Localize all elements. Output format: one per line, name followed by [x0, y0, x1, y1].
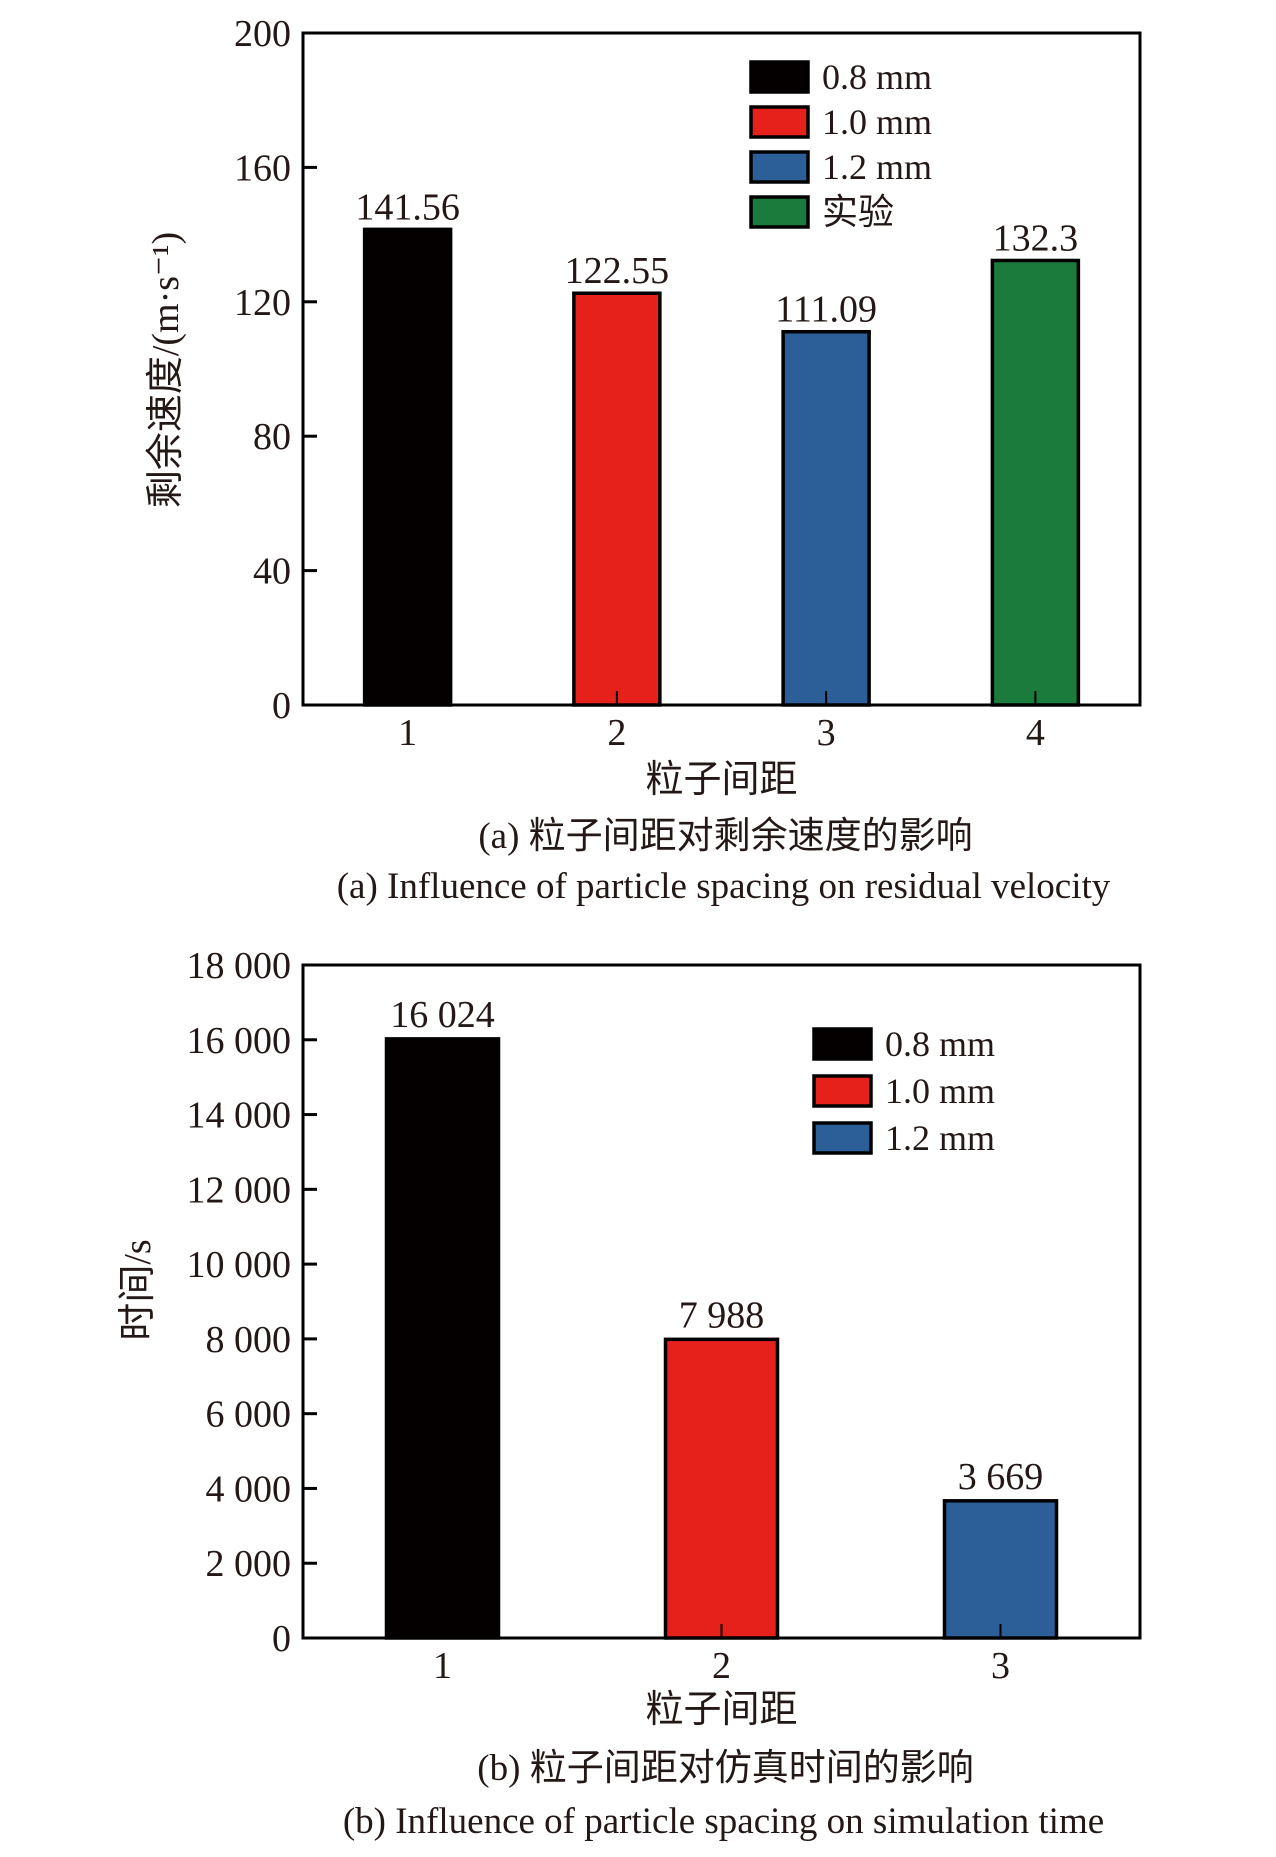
- chart-b-x-tick-label: 1: [433, 1645, 452, 1687]
- chart-a-bars: 141.56 122.55 111.09 132.3: [355, 186, 1081, 707]
- chart-a-legend-swatch: [749, 60, 810, 94]
- chart-a-x-tick-label: 4: [1026, 712, 1045, 754]
- chart-a-x-tick-label: 1: [398, 712, 417, 754]
- chart-a-y-tick-label: 120: [234, 282, 291, 324]
- chart-b-bars: 16 024 7 988 3 669: [384, 994, 1059, 1640]
- chart-a-caption-cn: (a) 粒子间距对剩余速度的影响: [478, 815, 972, 857]
- chart-b-x-axis-title: 粒子间距: [645, 1689, 797, 1731]
- chart-a-legend-label: 1.0 mm: [822, 102, 932, 142]
- chart-b-data-label-3: 3 669: [958, 1456, 1044, 1498]
- chart-b-legend: 0.8 mm 1.0 mm 1.2 mm: [812, 1024, 995, 1158]
- chart-b-data-label-2: 7 988: [679, 1294, 765, 1336]
- chart-a-legend-label: 1.2 mm: [822, 147, 932, 187]
- chart-a-bar-4: [990, 258, 1081, 707]
- chart-b-legend-swatch: [812, 1074, 873, 1108]
- chart-b-y-tick-label: 6 000: [206, 1394, 292, 1436]
- chart-b-legend-swatch: [812, 1027, 873, 1061]
- chart-a-data-label-2: 122.55: [565, 250, 670, 292]
- chart-b-x-ticks: 1 2 3: [433, 1624, 1010, 1687]
- chart-a-y-ticks: 0 40 80 120 160 200: [234, 13, 317, 727]
- chart-b-y-tick-label: 8 000: [206, 1319, 292, 1361]
- chart-b-plot-frame: [301, 963, 1142, 1640]
- chart-a-y-axis-title: 剩余速度/(m·s⁻¹): [145, 232, 187, 508]
- chart-b-y-tick-label: 14 000: [187, 1095, 292, 1137]
- chart-a-residual-velocity: 141.56 122.55 111.09 132.3 0 40 80 120 160 200 1…: [145, 13, 1142, 907]
- chart-b-legend-label: 1.2 mm: [885, 1118, 995, 1158]
- chart-a-caption-en: (a) Influence of particle spacing on res…: [337, 866, 1111, 907]
- chart-b-y-tick-label: 0: [272, 1618, 291, 1660]
- chart-a-x-tick-label: 2: [607, 712, 626, 754]
- chart-a-legend-swatch: [749, 195, 810, 229]
- chart-a-y-tick-label: 0: [272, 685, 291, 727]
- chart-b-bar-1: [384, 1037, 501, 1640]
- chart-a-y-tick-label: 200: [234, 13, 291, 55]
- chart-a-legend-swatch: [749, 105, 810, 139]
- chart-b-y-tick-label: 10 000: [187, 1244, 292, 1286]
- chart-b-caption-cn: (b) 粒子间距对仿真时间的影响: [477, 1747, 973, 1789]
- chart-b-caption-en: (b) Influence of particle spacing on sim…: [343, 1801, 1104, 1842]
- chart-b-x-tick-label: 3: [991, 1645, 1010, 1687]
- chart-b-y-tick-label: 16 000: [187, 1020, 292, 1062]
- chart-b-bar-3: [942, 1499, 1059, 1640]
- chart-b-data-label-1: 16 024: [390, 994, 495, 1036]
- chart-b-legend-label: 1.0 mm: [885, 1071, 995, 1111]
- chart-a-legend-label: 0.8 mm: [822, 57, 932, 97]
- chart-b-y-tick-label: 4 000: [206, 1468, 292, 1510]
- chart-b-y-axis-title: 时间/s: [117, 1239, 159, 1340]
- chart-a-y-tick-label: 80: [253, 416, 291, 458]
- chart-b-y-tick-label: 12 000: [187, 1169, 292, 1211]
- chart-a-legend-swatch: [749, 150, 810, 184]
- chart-a-plot-frame: [301, 31, 1142, 707]
- chart-a-data-label-4: 132.3: [993, 217, 1079, 259]
- chart-a-x-axis-title: 粒子间距: [645, 759, 797, 801]
- chart-a-legend-label: 实验: [822, 192, 894, 232]
- chart-a-data-label-1: 141.56: [355, 186, 460, 228]
- chart-b-y-tick-label: 18 000: [187, 945, 292, 987]
- chart-a-data-label-3: 111.09: [775, 289, 877, 331]
- chart-a-y-tick-label: 40: [253, 551, 291, 593]
- chart-a-bar-3: [781, 329, 871, 707]
- chart-a-legend: 0.8 mm 1.0 mm 1.2 mm 实验: [749, 57, 932, 232]
- chart-a-y-tick-label: 160: [234, 147, 291, 189]
- chart-a-x-tick-label: 3: [817, 712, 836, 754]
- chart-b-y-ticks: 0 2 000 4 000 6 000 8 000 10 000 12 000 14 000 1…: [187, 945, 317, 1660]
- chart-a-bar-2: [572, 291, 662, 707]
- chart-a-bar-1: [362, 227, 453, 707]
- chart-b-bar-2: [663, 1337, 780, 1640]
- chart-b-x-tick-label: 2: [712, 1645, 731, 1687]
- chart-b-legend-swatch: [812, 1121, 873, 1155]
- chart-b-y-tick-label: 2 000: [206, 1543, 292, 1585]
- chart-a-x-ticks: 1 2 3 4: [398, 691, 1045, 754]
- chart-b-legend-label: 0.8 mm: [885, 1024, 995, 1064]
